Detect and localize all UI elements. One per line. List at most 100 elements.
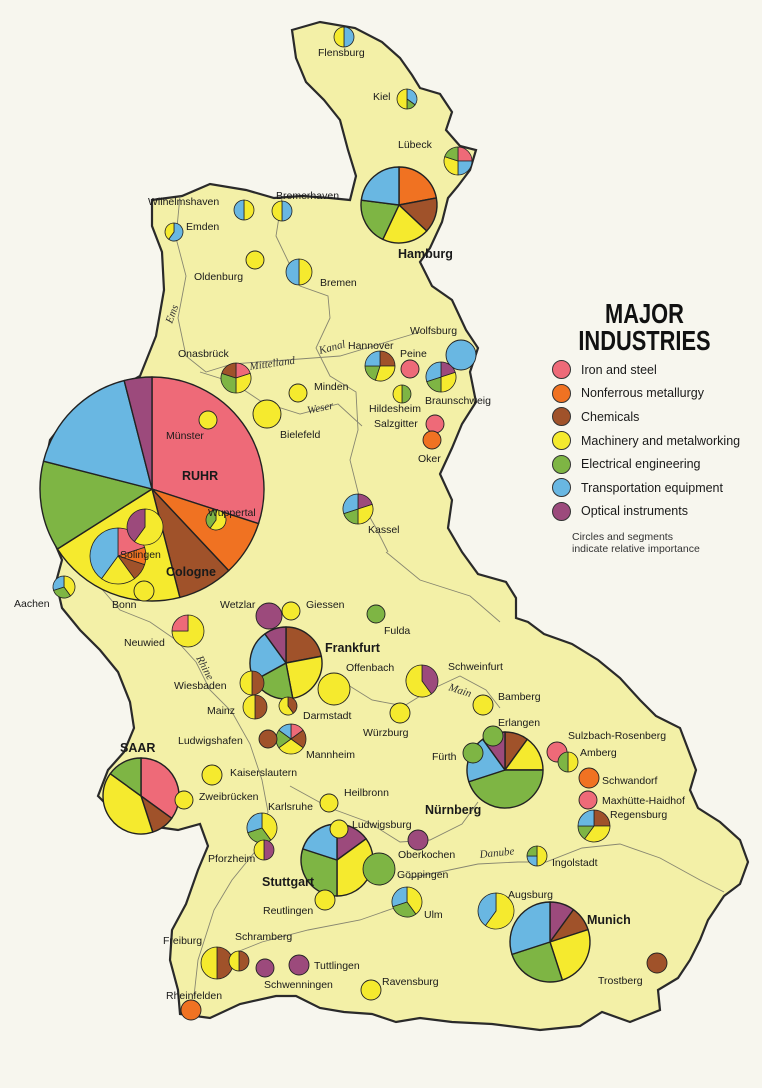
city-label-hamburg: Hamburg: [398, 247, 453, 261]
segment-kiel-trans: [406, 88, 418, 106]
city-label-reutlingen: Reutlingen: [263, 905, 313, 917]
city-label-emden: Emden: [186, 221, 219, 233]
city-label-lubeck: Lübeck: [398, 139, 433, 151]
segment-minden-mach: [288, 383, 308, 403]
segment-solingen-optic: [126, 508, 146, 542]
pie-saar: [102, 757, 180, 835]
segment-freiburg-mach: [200, 946, 218, 980]
segment-fulda-elec: [366, 604, 386, 624]
segment-heilbronn-mach: [319, 793, 339, 813]
city-label-neuwied: Neuwied: [124, 637, 165, 649]
city-label-aachen: Aachen: [14, 598, 50, 610]
segment-schweinfurt-mach: [405, 664, 432, 698]
segment-munich-elec: [511, 941, 564, 983]
pie-augsburg: [477, 892, 515, 930]
pie-karlsruhe: [246, 812, 278, 844]
city-label-nurnberg: Nürnberg: [425, 803, 481, 817]
segment-mainz-mach: [242, 694, 256, 720]
city-label-bonn: Bonn: [112, 599, 137, 611]
city-label-wetzlar: Wetzlar: [220, 599, 256, 611]
city-label-goppingen: Göppingen: [397, 869, 449, 881]
segment-giessen-mach: [281, 601, 301, 621]
legend-item-chem: Chemicals: [552, 405, 757, 429]
city-label-darmstadt: Darmstadt: [303, 710, 352, 722]
segment-bielefeld-mach: [252, 399, 282, 429]
pie-goppingen: [362, 852, 396, 886]
city-label-onasbruck: Onasbrück: [178, 348, 230, 360]
pie-ingolstadt: [526, 845, 548, 867]
city-label-mainz: Mainz: [207, 705, 235, 717]
city-label-oker: Oker: [418, 453, 441, 465]
segment-darmstadt-chem: [287, 696, 298, 714]
segment-zweibrucken-mach: [174, 790, 194, 810]
segment-goppingen-elec: [362, 852, 396, 886]
segment-lubeck-elec: [444, 146, 459, 162]
city-label-ludwigsburg: Ludwigsburg: [352, 819, 412, 831]
legend-swatch-chem: [552, 407, 571, 427]
pie-ulm: [391, 886, 423, 918]
segment-oldenburg-mach: [245, 250, 265, 270]
segment-karlsruhe-trans: [246, 812, 263, 834]
segment-mannheim-mach: [278, 738, 304, 755]
pie-bamberg: [472, 694, 494, 716]
pie-maxhutte: [578, 790, 598, 810]
legend-title-line2: INDUSTRIES: [578, 325, 711, 356]
segment-saar-mach: [102, 772, 154, 835]
city-label-oberkochen: Oberkochen: [398, 849, 455, 861]
segment-offenbach-mach: [317, 672, 351, 706]
city-label-amberg: Amberg: [580, 747, 617, 759]
segment-aachen-mach: [63, 575, 76, 597]
pie-schwandorf: [578, 767, 600, 789]
legend-swatch-nonferrous: [552, 383, 571, 403]
pie-hamburg: [360, 166, 438, 244]
city-label-ludwigshafen: Ludwigshafen: [178, 735, 243, 747]
segment-munich-trans: [509, 901, 551, 956]
city-label-tuttlingen: Tuttlingen: [314, 960, 360, 972]
legend-label-nonferrous: Nonferrous metallurgy: [581, 386, 704, 401]
segment-braunschweig-mach: [440, 371, 457, 393]
segment-hamburg-elec: [360, 199, 400, 241]
segment-cologne-trans: [89, 527, 119, 580]
city-label-bremerhaven: Bremerhaven: [276, 190, 339, 202]
legend-item-iron: Iron and steel: [552, 358, 757, 382]
city-label-wiesbaden: Wiesbaden: [174, 680, 227, 692]
city-label-munster: Münster: [166, 430, 204, 442]
pie-regensburg: [577, 809, 611, 843]
city-label-sulzbach: Sulzbach-Rosenberg: [568, 730, 666, 742]
segment-ruhr-elec: [39, 460, 153, 550]
city-label-frankfurt: Frankfurt: [325, 641, 381, 655]
pie-tuttlingen: [288, 954, 310, 976]
legend-swatch-iron: [552, 360, 571, 380]
segment-karlsruhe-mach: [261, 812, 278, 841]
pie-onasbruck: [220, 362, 252, 394]
segment-pforzheim-mach: [253, 839, 265, 861]
city-label-rheinfelden: Rheinfelden: [166, 990, 222, 1002]
segment-augsburg-mach: [485, 892, 515, 930]
legend-title: MAJOR INDUSTRIES: [557, 300, 733, 356]
pie-hildesheim: [392, 384, 412, 404]
city-label-bremen: Bremen: [320, 277, 357, 289]
segment-mainz-chem: [254, 694, 268, 720]
pie-solingen: [126, 508, 164, 546]
segment-maxhutte-iron: [578, 790, 598, 810]
city-label-kiel: Kiel: [373, 91, 391, 103]
city-label-minden: Minden: [314, 381, 349, 393]
pie-ruhr: [39, 376, 265, 602]
segment-nurnberg-elec: [468, 769, 544, 809]
pie-reutlingen: [314, 889, 336, 911]
segment-frankfurt-mach: [285, 655, 323, 700]
segment-regensburg-mach: [584, 825, 611, 843]
segment-neuwied-iron: [171, 614, 189, 632]
river-label-weser: Weser: [306, 400, 335, 417]
segment-munster-mach: [198, 410, 218, 430]
city-label-fulda: Fulda: [384, 625, 410, 637]
city-label-offenbach: Offenbach: [346, 662, 394, 674]
segment-schwenningen-optic: [255, 958, 275, 978]
city-label-kaiserslautern: Kaiserslautern: [230, 767, 297, 779]
segment-salzgitter-iron: [425, 414, 445, 434]
city-label-salzgitter: Salzgitter: [374, 418, 418, 430]
city-label-pforzheim: Pforzheim: [208, 853, 256, 865]
segment-darmstadt-mach: [278, 696, 294, 716]
pie-amberg: [557, 751, 579, 773]
pie-bonn: [133, 580, 155, 602]
